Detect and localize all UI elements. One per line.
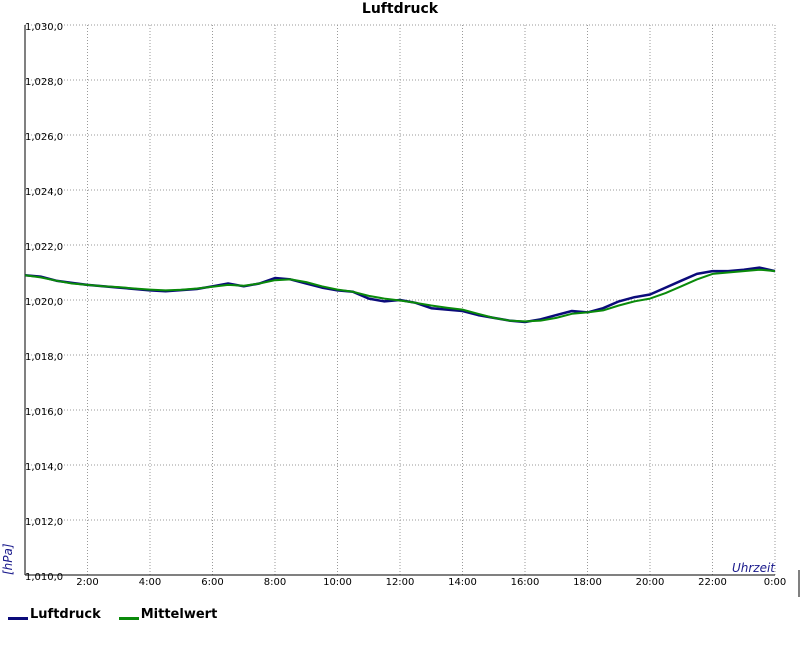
x-tick-label: 18:00 (573, 577, 602, 588)
legend-item-mittelwert: Mittelwert (118, 607, 218, 622)
x-tick-label: 2:00 (76, 577, 98, 588)
legend-label-luftdruck: Luftdruck (30, 607, 101, 622)
y-tick-label: 1,030,0 (25, 22, 63, 33)
legend-item-luftdruck: Luftdruck (8, 607, 101, 622)
legend-swatch-luftdruck (8, 617, 28, 620)
y-tick-label: 1,024,0 (25, 187, 63, 198)
y-tick-label: 1,018,0 (25, 352, 63, 363)
axes (24, 25, 800, 597)
x-tick-label: 6:00 (201, 577, 223, 588)
y-axis-label: [hPa] (1, 543, 15, 575)
x-tick-labels: 2:00 4:00 6:00 8:00 10:00 12:00 14:00 16:00 18:0… (76, 577, 786, 588)
legend: Luftdruck Mittelwert (8, 607, 235, 622)
x-tick-label: 10:00 (323, 577, 352, 588)
y-tick-label: 1,014,0 (25, 462, 63, 473)
legend-swatch-mittelwert (118, 617, 139, 620)
x-tick-label: 22:00 (698, 577, 727, 588)
y-tick-label: 1,012,0 (25, 517, 63, 528)
x-tick-label: 16:00 (511, 577, 540, 588)
legend-label-mittelwert: Mittelwert (140, 607, 218, 622)
y-tick-label: 1,026,0 (25, 132, 63, 143)
y-tick-label: 1,020,0 (25, 297, 63, 308)
grid (25, 24, 776, 575)
y-tick-labels: 1,010,0 1,012,0 1,014,0 1,016,0 1,018,0 1,020… (25, 22, 63, 583)
x-tick-label: 4:00 (139, 577, 161, 588)
x-tick-label: 0:00 (764, 577, 786, 588)
y-tick-label: 1,016,0 (25, 407, 63, 418)
y-tick-label: 1,022,0 (25, 242, 63, 253)
x-tick-label: 12:00 (386, 577, 415, 588)
x-tick-label: 20:00 (636, 577, 665, 588)
x-tick-label: 14:00 (448, 577, 477, 588)
x-axis-label: Uhrzeit (732, 561, 776, 575)
y-tick-label: 1,028,0 (25, 77, 63, 88)
x-tick-label: 8:00 (264, 577, 286, 588)
y-tick-label: 1,010,0 (25, 572, 63, 583)
series-line-mittelwert (24, 268, 776, 323)
chart-title: Luftdruck (362, 1, 439, 17)
series-lines (24, 266, 776, 324)
